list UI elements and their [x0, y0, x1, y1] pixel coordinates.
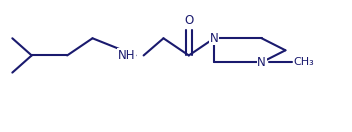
Text: N: N — [210, 32, 219, 45]
Text: NH: NH — [118, 49, 136, 62]
Text: O: O — [184, 14, 194, 27]
Text: CH₃: CH₃ — [294, 57, 315, 67]
Text: N: N — [257, 56, 266, 69]
